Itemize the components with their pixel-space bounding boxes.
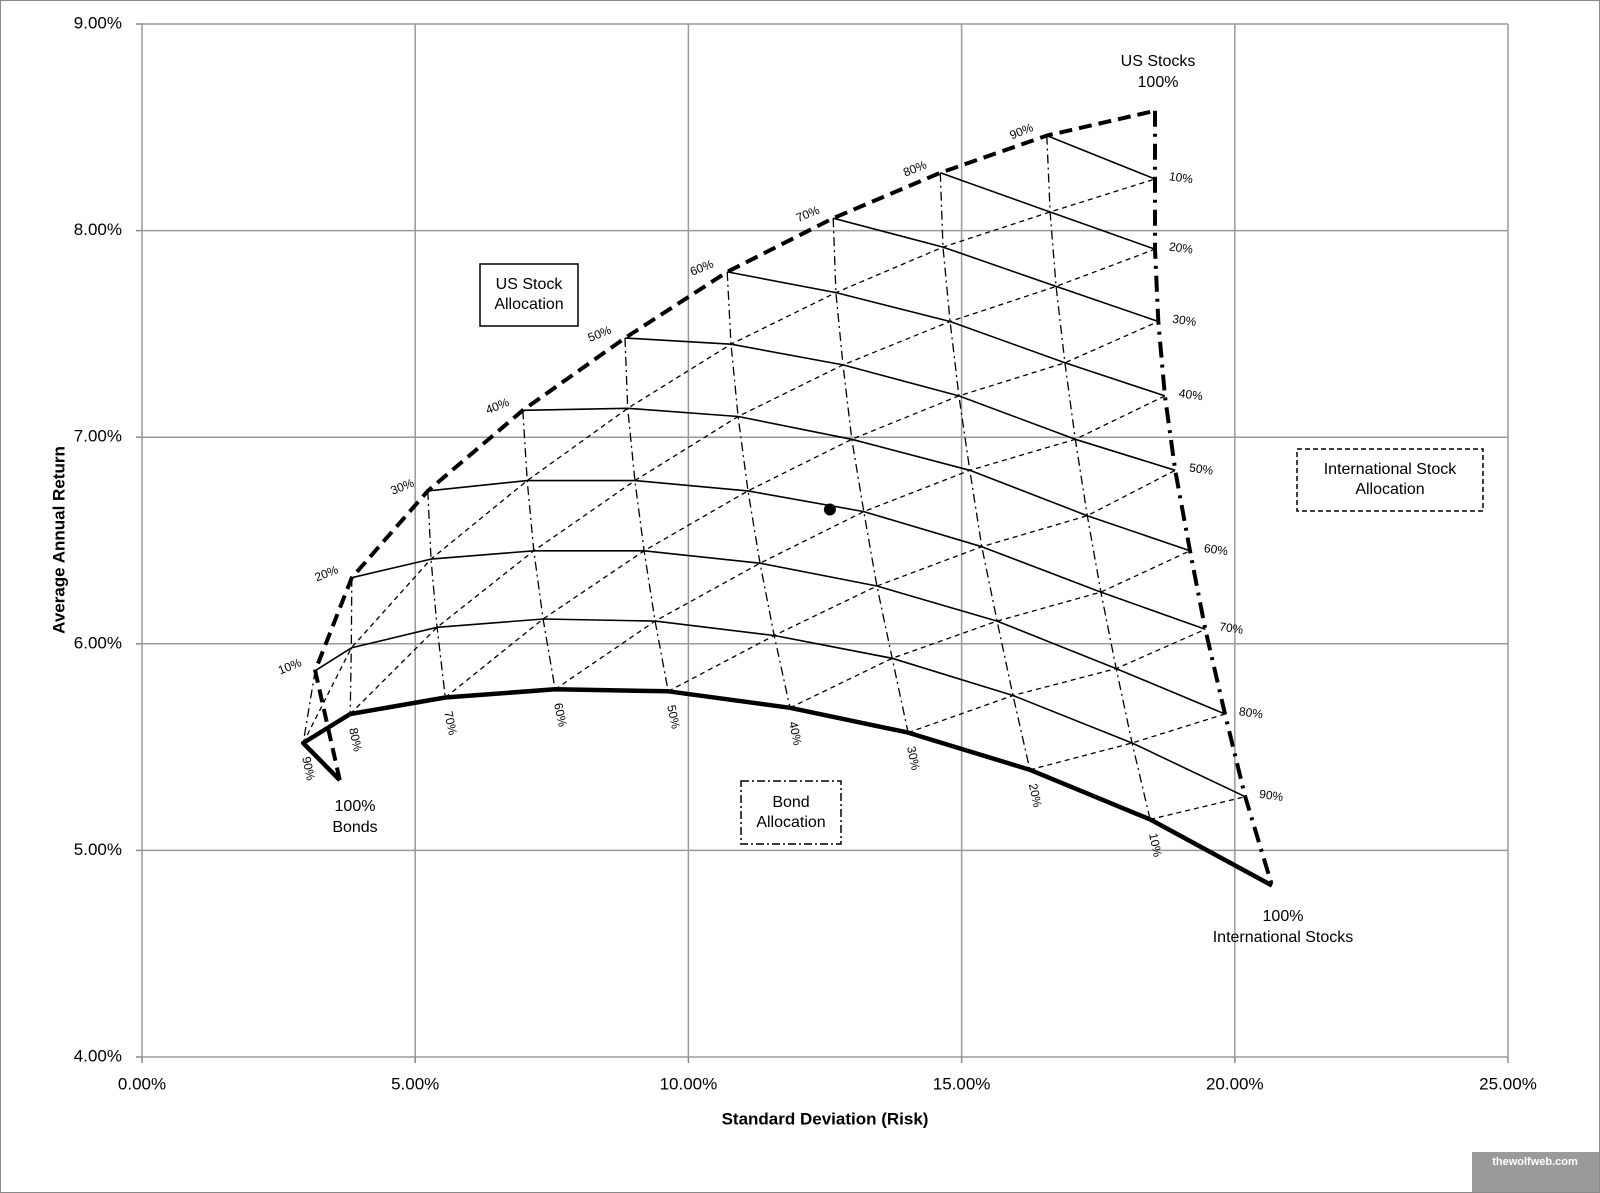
us-intl-frontier xyxy=(1153,110,1274,887)
legend-text: Bond xyxy=(772,794,809,811)
legend-text: Allocation xyxy=(756,814,825,831)
x-axis-title: Standard Deviation (Risk) xyxy=(722,1109,929,1128)
bond-allocation-line xyxy=(302,670,316,744)
x-tick-label: 10.00% xyxy=(660,1074,718,1093)
bond-allocation-label: 20% xyxy=(1026,782,1045,809)
intl-allocation-label: 20% xyxy=(1168,239,1194,256)
watermark-bg xyxy=(1472,1152,1599,1192)
x-tick-label: 25.00% xyxy=(1479,1074,1537,1093)
intl-allocation-label: 80% xyxy=(1238,704,1264,721)
bond-allocation-label: 60% xyxy=(551,702,570,729)
bond-allocation-label: 10% xyxy=(1146,832,1165,859)
us-bond-frontier xyxy=(313,108,1156,781)
intl-allocation-line xyxy=(907,628,1206,734)
legend-box xyxy=(479,263,579,327)
us-allocation-line xyxy=(624,337,1176,472)
corner-label: Bonds xyxy=(332,819,377,836)
us-allocation-line xyxy=(1046,134,1156,180)
bond-allocation-line xyxy=(832,218,909,733)
legend-text: Allocation xyxy=(1355,481,1424,498)
legend-text: International Stock xyxy=(1324,461,1458,478)
bond-allocation-label: 50% xyxy=(664,704,683,731)
legend-text: Allocation xyxy=(494,296,563,313)
bond-allocation-line xyxy=(624,337,669,692)
legend-box xyxy=(740,780,842,845)
y-tick-label: 6.00% xyxy=(74,633,122,652)
bond-allocation-line xyxy=(939,172,1031,770)
intl-allocation-label: 60% xyxy=(1203,541,1229,558)
intl-allocation-line xyxy=(789,550,1191,709)
bond-allocation-label: 80% xyxy=(346,726,365,753)
y-tick-label: 7.00% xyxy=(74,427,122,446)
legend-text: US Stock xyxy=(496,276,564,293)
portfolio-marker xyxy=(823,503,836,516)
y-tick-label: 5.00% xyxy=(74,840,122,859)
intl-allocation-label: 40% xyxy=(1178,386,1204,403)
intl-allocation-line xyxy=(444,320,1159,699)
y-axis-title: Average Annual Return xyxy=(49,446,68,634)
corner-label: 100% xyxy=(1263,908,1304,925)
us-allocation-line xyxy=(427,479,1206,631)
label-layer: Standard Deviation (Risk) Average Annual… xyxy=(49,53,1599,1192)
corner-label: 100% xyxy=(1138,74,1179,91)
x-tick-label: 15.00% xyxy=(933,1074,991,1093)
y-tick-label: 8.00% xyxy=(74,220,122,239)
bond-allocation-label: 70% xyxy=(441,710,460,737)
bond-allocation-line xyxy=(349,577,353,715)
intl-allocation-label: 30% xyxy=(1171,312,1197,329)
legend-box xyxy=(1296,448,1484,512)
intl-allocation-label: 10% xyxy=(1168,169,1194,186)
intl-allocation-line xyxy=(1149,796,1246,821)
x-tick-label: 5.00% xyxy=(391,1074,439,1093)
corner-label: US Stocks xyxy=(1121,53,1196,70)
corner-label: 100% xyxy=(335,798,376,815)
y-tick-label: 9.00% xyxy=(74,13,122,32)
bond-allocation-line xyxy=(726,271,791,708)
corner-label: International Stocks xyxy=(1213,929,1354,946)
bond-allocation-line xyxy=(427,490,446,698)
intl-allocation-line xyxy=(667,469,1176,692)
grid-layer: 4.00% 5.00% 6.00% 7.00% 8.00% 9.00% 0.00% 5.00%… xyxy=(74,13,1537,1093)
us-allocation-line xyxy=(832,217,1159,323)
line-layer xyxy=(300,108,1274,888)
intl-allocation-label: 70% xyxy=(1218,620,1244,637)
intl-allocation-label: 90% xyxy=(1258,787,1284,804)
y-tick-label: 4.00% xyxy=(74,1046,122,1065)
bond-allocation-line xyxy=(1046,135,1151,820)
bond-allocation-label: 90% xyxy=(299,755,318,782)
watermark: thewolfweb.com xyxy=(1492,1156,1578,1168)
x-tick-label: 20.00% xyxy=(1206,1074,1264,1093)
intl-allocation-label: 50% xyxy=(1188,461,1214,478)
intl-allocation-line xyxy=(349,248,1156,715)
bond-allocation-label: 30% xyxy=(904,745,923,772)
bond-allocation-line xyxy=(522,410,556,690)
x-tick-label: 0.00% xyxy=(118,1074,166,1093)
bond-allocation-label: 40% xyxy=(786,720,805,747)
us-allocation-line xyxy=(314,618,1246,798)
intl-allocation-line xyxy=(302,178,1156,744)
